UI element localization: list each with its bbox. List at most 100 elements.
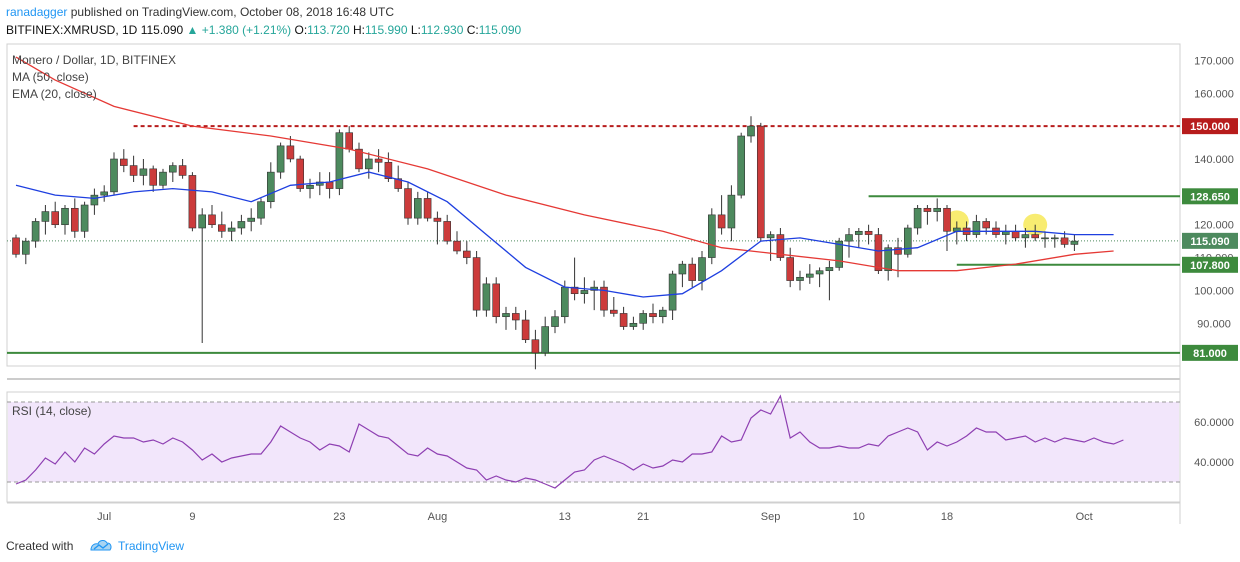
candle-body[interactable]: [678, 263, 687, 275]
candle-body[interactable]: [531, 339, 540, 354]
candle-body[interactable]: [100, 191, 108, 196]
candle-body[interactable]: [943, 207, 951, 232]
candle-body[interactable]: [237, 221, 246, 229]
candle-body[interactable]: [933, 207, 942, 212]
candle-body[interactable]: [658, 309, 667, 318]
candle-body[interactable]: [218, 224, 226, 232]
candle-body[interactable]: [413, 198, 422, 219]
candle-body[interactable]: [874, 234, 883, 272]
candle-body[interactable]: [1041, 237, 1049, 240]
candle-body[interactable]: [825, 267, 834, 272]
candle-body[interactable]: [208, 214, 216, 226]
candle-body[interactable]: [12, 237, 20, 255]
candle-body[interactable]: [1021, 234, 1030, 239]
candle-body[interactable]: [169, 165, 177, 173]
candle-body[interactable]: [776, 234, 785, 258]
candle-body[interactable]: [129, 165, 138, 176]
candle-body[interactable]: [198, 214, 206, 229]
candle-body[interactable]: [257, 201, 265, 219]
candle-body[interactable]: [159, 171, 167, 186]
candle-body[interactable]: [433, 217, 442, 222]
candle-body[interactable]: [698, 257, 706, 281]
candle-body[interactable]: [139, 168, 148, 176]
candle-body[interactable]: [796, 276, 804, 281]
candle-body[interactable]: [1031, 234, 1039, 239]
candle-body[interactable]: [90, 194, 99, 206]
candle-body[interactable]: [629, 322, 638, 327]
candle-body[interactable]: [668, 273, 677, 311]
candle-body[interactable]: [364, 158, 373, 170]
candle-body[interactable]: [188, 175, 197, 229]
candle-body[interactable]: [609, 309, 618, 314]
candle-body[interactable]: [276, 145, 285, 173]
candle-body[interactable]: [110, 158, 118, 193]
candle-body[interactable]: [325, 181, 334, 189]
candle-body[interactable]: [511, 313, 520, 321]
candle-body[interactable]: [766, 234, 775, 239]
candle-body[interactable]: [31, 221, 40, 242]
candle-body[interactable]: [717, 214, 726, 229]
candle-body[interactable]: [355, 148, 363, 170]
candle-body[interactable]: [1011, 230, 1020, 239]
candle-body[interactable]: [80, 204, 89, 232]
candle-body[interactable]: [1060, 237, 1069, 245]
candle-body[interactable]: [786, 257, 795, 281]
candle-body[interactable]: [894, 247, 902, 255]
candle-body[interactable]: [345, 132, 354, 150]
candle-body[interactable]: [374, 158, 383, 163]
candle-body[interactable]: [443, 221, 452, 242]
author-link[interactable]: ranadagger: [6, 5, 68, 19]
candle-body[interactable]: [335, 132, 344, 189]
candle-body[interactable]: [570, 286, 579, 295]
candle-body[interactable]: [707, 214, 716, 258]
candle-body[interactable]: [884, 247, 893, 272]
candle-body[interactable]: [247, 217, 255, 222]
candle-body[interactable]: [688, 263, 697, 281]
candle-body[interactable]: [178, 165, 187, 176]
candle-body[interactable]: [71, 207, 79, 232]
candle-body[interactable]: [149, 168, 157, 186]
price-chart[interactable]: 170.000160.000150.000140.000120.000110.0…: [0, 0, 1240, 536]
candle-body[interactable]: [492, 283, 501, 318]
candle-body[interactable]: [502, 313, 510, 318]
candle-body[interactable]: [854, 230, 863, 235]
candle-body[interactable]: [835, 240, 844, 268]
tradingview-link[interactable]: TradingView: [118, 539, 185, 553]
candle-body[interactable]: [1051, 237, 1059, 240]
candle-body[interactable]: [296, 158, 305, 189]
candle-body[interactable]: [521, 319, 530, 341]
candle-body[interactable]: [982, 221, 991, 229]
candle-body[interactable]: [423, 198, 432, 219]
candle-body[interactable]: [384, 161, 393, 180]
candle-body[interactable]: [41, 211, 50, 222]
candle-body[interactable]: [600, 286, 608, 311]
candle-body[interactable]: [541, 326, 550, 354]
candle-body[interactable]: [903, 227, 912, 255]
candle-body[interactable]: [737, 135, 746, 196]
candle-body[interactable]: [972, 221, 981, 235]
candle-body[interactable]: [1070, 240, 1079, 245]
candle-body[interactable]: [227, 227, 236, 232]
candle-body[interactable]: [462, 250, 471, 258]
candle-body[interactable]: [394, 178, 403, 189]
candle-body[interactable]: [51, 211, 60, 226]
candle-body[interactable]: [923, 207, 932, 212]
candle-body[interactable]: [845, 234, 853, 242]
candle-body[interactable]: [756, 125, 765, 239]
candle-body[interactable]: [649, 313, 657, 318]
candle-body[interactable]: [404, 188, 412, 219]
candle-body[interactable]: [727, 194, 736, 229]
candle-body[interactable]: [472, 257, 481, 311]
candle-body[interactable]: [266, 171, 275, 203]
candle-body[interactable]: [453, 240, 461, 252]
candle-body[interactable]: [913, 207, 922, 229]
candle-body[interactable]: [560, 286, 569, 318]
candle-body[interactable]: [61, 207, 69, 226]
candle-body[interactable]: [864, 230, 873, 235]
candle-body[interactable]: [747, 125, 755, 137]
candle-body[interactable]: [639, 313, 648, 324]
candle-body[interactable]: [619, 313, 628, 327]
candle-body[interactable]: [120, 158, 128, 166]
candle-body[interactable]: [580, 290, 589, 295]
price-pane[interactable]: [6, 43, 1181, 367]
